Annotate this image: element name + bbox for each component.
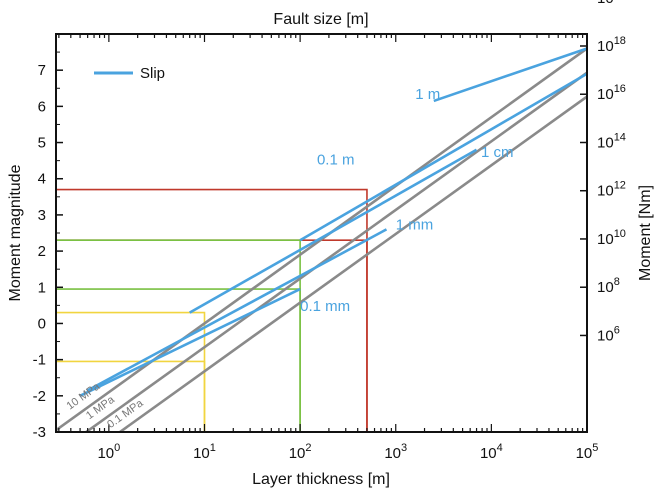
- y-tick-label: -1: [33, 352, 46, 369]
- slip-annotation: 0.1 m: [317, 151, 355, 168]
- slip-line: [189, 148, 478, 314]
- chart-title: Fault size [m]: [273, 11, 368, 28]
- slip-annotation: 1 cm: [481, 144, 514, 161]
- y-right-tick-label: 1010: [597, 228, 626, 248]
- y-right-tick-label: 1016: [597, 83, 626, 103]
- y-tick-label: -3: [33, 424, 46, 441]
- y-tick-label: 2: [38, 243, 46, 260]
- y-right-tick-label: 108: [597, 276, 620, 296]
- x-tick-label: 105: [576, 442, 599, 462]
- slip-line: [79, 287, 301, 397]
- x-tick-label: 104: [480, 442, 503, 462]
- slip-line: [299, 72, 587, 242]
- y-tick-label: 1: [38, 279, 46, 296]
- legend-label: Slip: [140, 65, 165, 82]
- y-tick-label: 6: [38, 98, 46, 115]
- stress-line: [117, 95, 587, 432]
- x-tick-label: 100: [97, 442, 120, 462]
- y-axis-title: Moment magnitude: [7, 164, 24, 301]
- x-tick-label: 103: [384, 442, 407, 462]
- y-tick-label: 4: [38, 171, 46, 188]
- y-right-tick-label: 106: [597, 324, 620, 344]
- stress-line: [56, 47, 587, 432]
- slip-annotation: 1 m: [415, 86, 440, 103]
- x-axis-title: Layer thickness [m]: [252, 471, 390, 488]
- x-tick-label: 102: [289, 442, 312, 462]
- slip-annotation: 1 mm: [396, 216, 434, 233]
- y-right-tick-label: 1012: [597, 180, 626, 200]
- slip-line: [433, 47, 587, 103]
- axis-ticks: -3 -2 -1 0 1 2 3 4 5 6 7 100 101 102 103 104 105 106 108 10…: [33, 0, 626, 462]
- y-right-tick-label: 1018: [597, 35, 626, 55]
- slip-annotation: 0.1 mm: [300, 298, 350, 315]
- y-right-axis-title: Moment [Nm]: [637, 185, 654, 281]
- legend: Slip: [94, 65, 165, 82]
- x-tick-label: 101: [193, 442, 216, 462]
- guide-line: [56, 360, 206, 432]
- y-tick-label: -2: [33, 388, 46, 405]
- y-tick-label: 0: [38, 315, 46, 332]
- y-tick-label: 5: [38, 135, 46, 152]
- slip-lines: [79, 47, 587, 397]
- y-tick-label: 7: [38, 62, 46, 79]
- y-right-tick-label: 1014: [597, 131, 626, 151]
- slip-line: [87, 228, 388, 392]
- plot-frame: [55, 33, 588, 433]
- y-right-tick-label: 1020: [597, 0, 626, 7]
- y-tick-label: 3: [38, 207, 46, 224]
